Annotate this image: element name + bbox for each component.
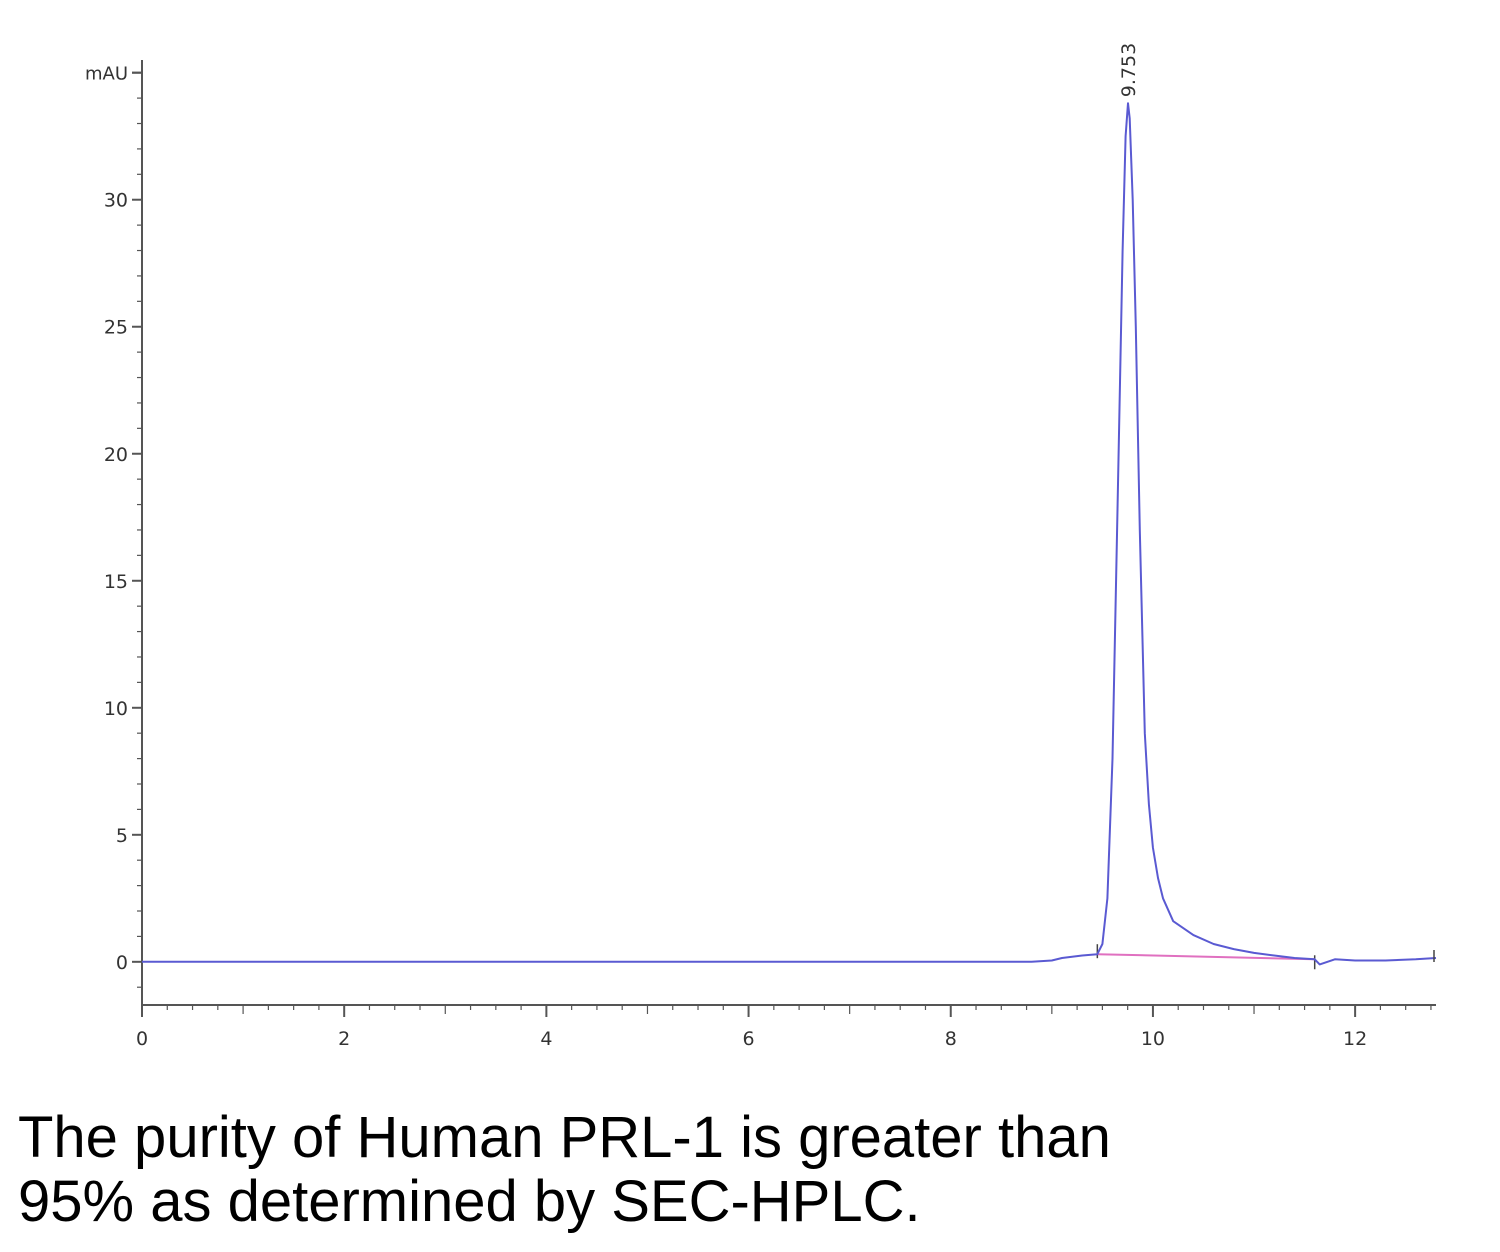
- peak-retention-label: 9.753: [1118, 43, 1140, 97]
- y-tick-label: 10: [104, 698, 128, 720]
- caption: The purity of Human PRL-1 is greater tha…: [18, 1106, 1488, 1234]
- y-tick-label: 30: [104, 190, 128, 212]
- x-tick-label: 6: [743, 1028, 755, 1050]
- y-tick-label: 15: [104, 571, 128, 593]
- chromatogram-trace: [142, 102, 1437, 966]
- x-tick-label: 0: [136, 1028, 148, 1050]
- y-tick-label: 25: [104, 317, 128, 339]
- x-axis: 0 2 4 6 8 10 12: [136, 1004, 1436, 1050]
- caption-line-1: The purity of Human PRL-1 is greater tha…: [18, 1105, 1111, 1170]
- y-axis: 0 5 10 15 20 25 30 mAU: [85, 60, 143, 1005]
- x-tick-label: 4: [540, 1028, 552, 1050]
- chromatogram-chart: 0 5 10 15 20 25 30 mAU 0 2 4 6 8 10 12 9.753: [85, 43, 1437, 1050]
- y-tick-label: 0: [116, 952, 128, 974]
- y-tick-label: 5: [116, 825, 128, 847]
- series-group: [142, 102, 1437, 966]
- y-unit-label: mAU: [85, 64, 128, 85]
- x-tick-label: 8: [945, 1028, 957, 1050]
- integration-baseline: [1097, 953, 1315, 961]
- x-tick-label: 10: [1141, 1028, 1165, 1050]
- y-tick-label: 20: [104, 444, 128, 466]
- annotation-group: 9.753: [1118, 43, 1140, 97]
- caption-line-2: 95% as determined by SEC-HPLC.: [18, 1169, 921, 1234]
- baseline-group: [1096, 944, 1316, 970]
- x-tick-label: 12: [1343, 1028, 1367, 1050]
- x-tick-label: 2: [338, 1028, 350, 1050]
